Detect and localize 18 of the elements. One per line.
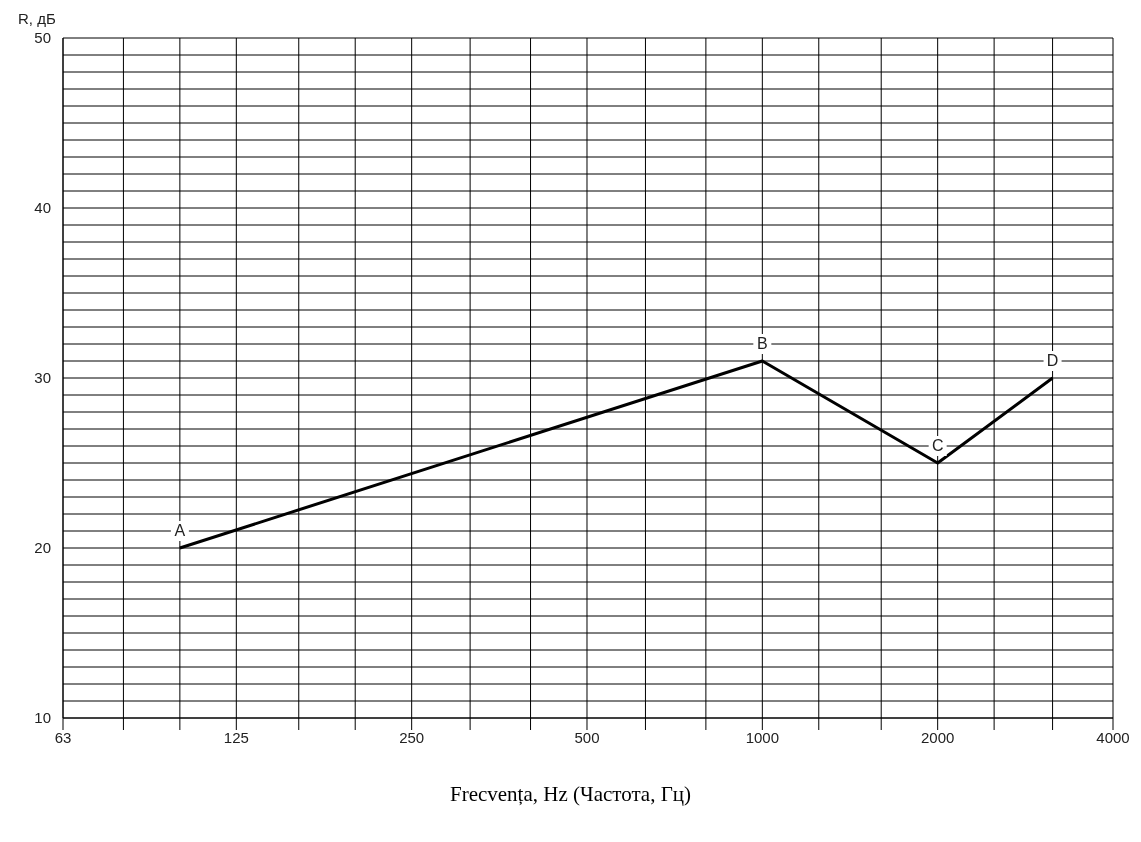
annotation: C	[931, 437, 944, 455]
x-tick-label: 63	[54, 728, 72, 746]
x-tick-label: 1000	[745, 728, 780, 746]
annotation: D	[1046, 352, 1059, 370]
x-tick-label: 500	[574, 728, 600, 746]
x-axis-title: Frecvența, Hz (Частота, Гц)	[448, 782, 693, 807]
y-tick-label: 30	[34, 369, 51, 387]
y-tick-label: 50	[34, 29, 51, 47]
x-tick-label: 2000	[920, 728, 955, 746]
annotation: B	[756, 335, 768, 353]
y-tick-label: 10	[34, 709, 51, 727]
x-tick-label: 125	[223, 728, 249, 746]
y-tick-label: 40	[34, 199, 51, 217]
x-tick-label: 4000	[1096, 728, 1130, 746]
y-tick-label: 20	[34, 539, 51, 557]
x-tick-label: 250	[399, 728, 425, 746]
annotation: A	[174, 522, 186, 540]
y-axis-title: R, дБ	[18, 10, 56, 27]
